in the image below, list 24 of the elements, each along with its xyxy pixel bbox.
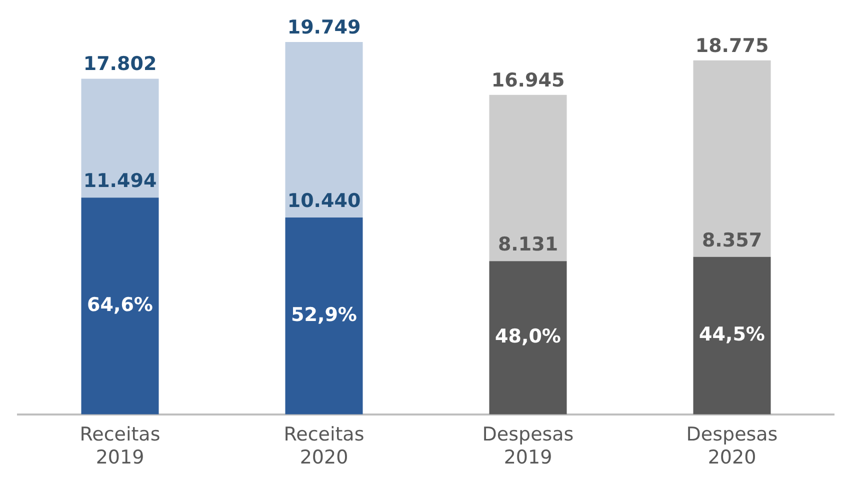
bar: [81, 78, 159, 198]
x-tick-label: Receitas 2020: [284, 424, 364, 469]
data-label: 8.357: [702, 229, 762, 252]
bar: [693, 256, 771, 414]
annotation: 44,5%: [699, 324, 765, 346]
x-tick-label: Despesas 2020: [686, 424, 778, 469]
annotation: 48,0%: [495, 326, 561, 348]
bar: [81, 198, 159, 414]
total-label: 17.802: [83, 53, 157, 76]
x-tick-label: Receitas 2019: [80, 424, 160, 469]
total-label: 19.749: [287, 16, 361, 38]
total-label: 16.945: [491, 69, 565, 92]
bar: [489, 94, 567, 262]
data-label: 10.440: [287, 190, 361, 212]
x-tick-label: Despesas 2019: [482, 424, 574, 469]
data-label: 8.131: [498, 234, 558, 256]
bar: [285, 218, 363, 414]
bar: [489, 261, 567, 414]
total-label: 18.775: [695, 34, 769, 57]
data-label: 11.494: [83, 170, 157, 192]
bar: [693, 60, 771, 257]
bar: [285, 42, 363, 218]
annotation: 64,6%: [87, 294, 153, 316]
annotation: 52,9%: [291, 304, 357, 326]
